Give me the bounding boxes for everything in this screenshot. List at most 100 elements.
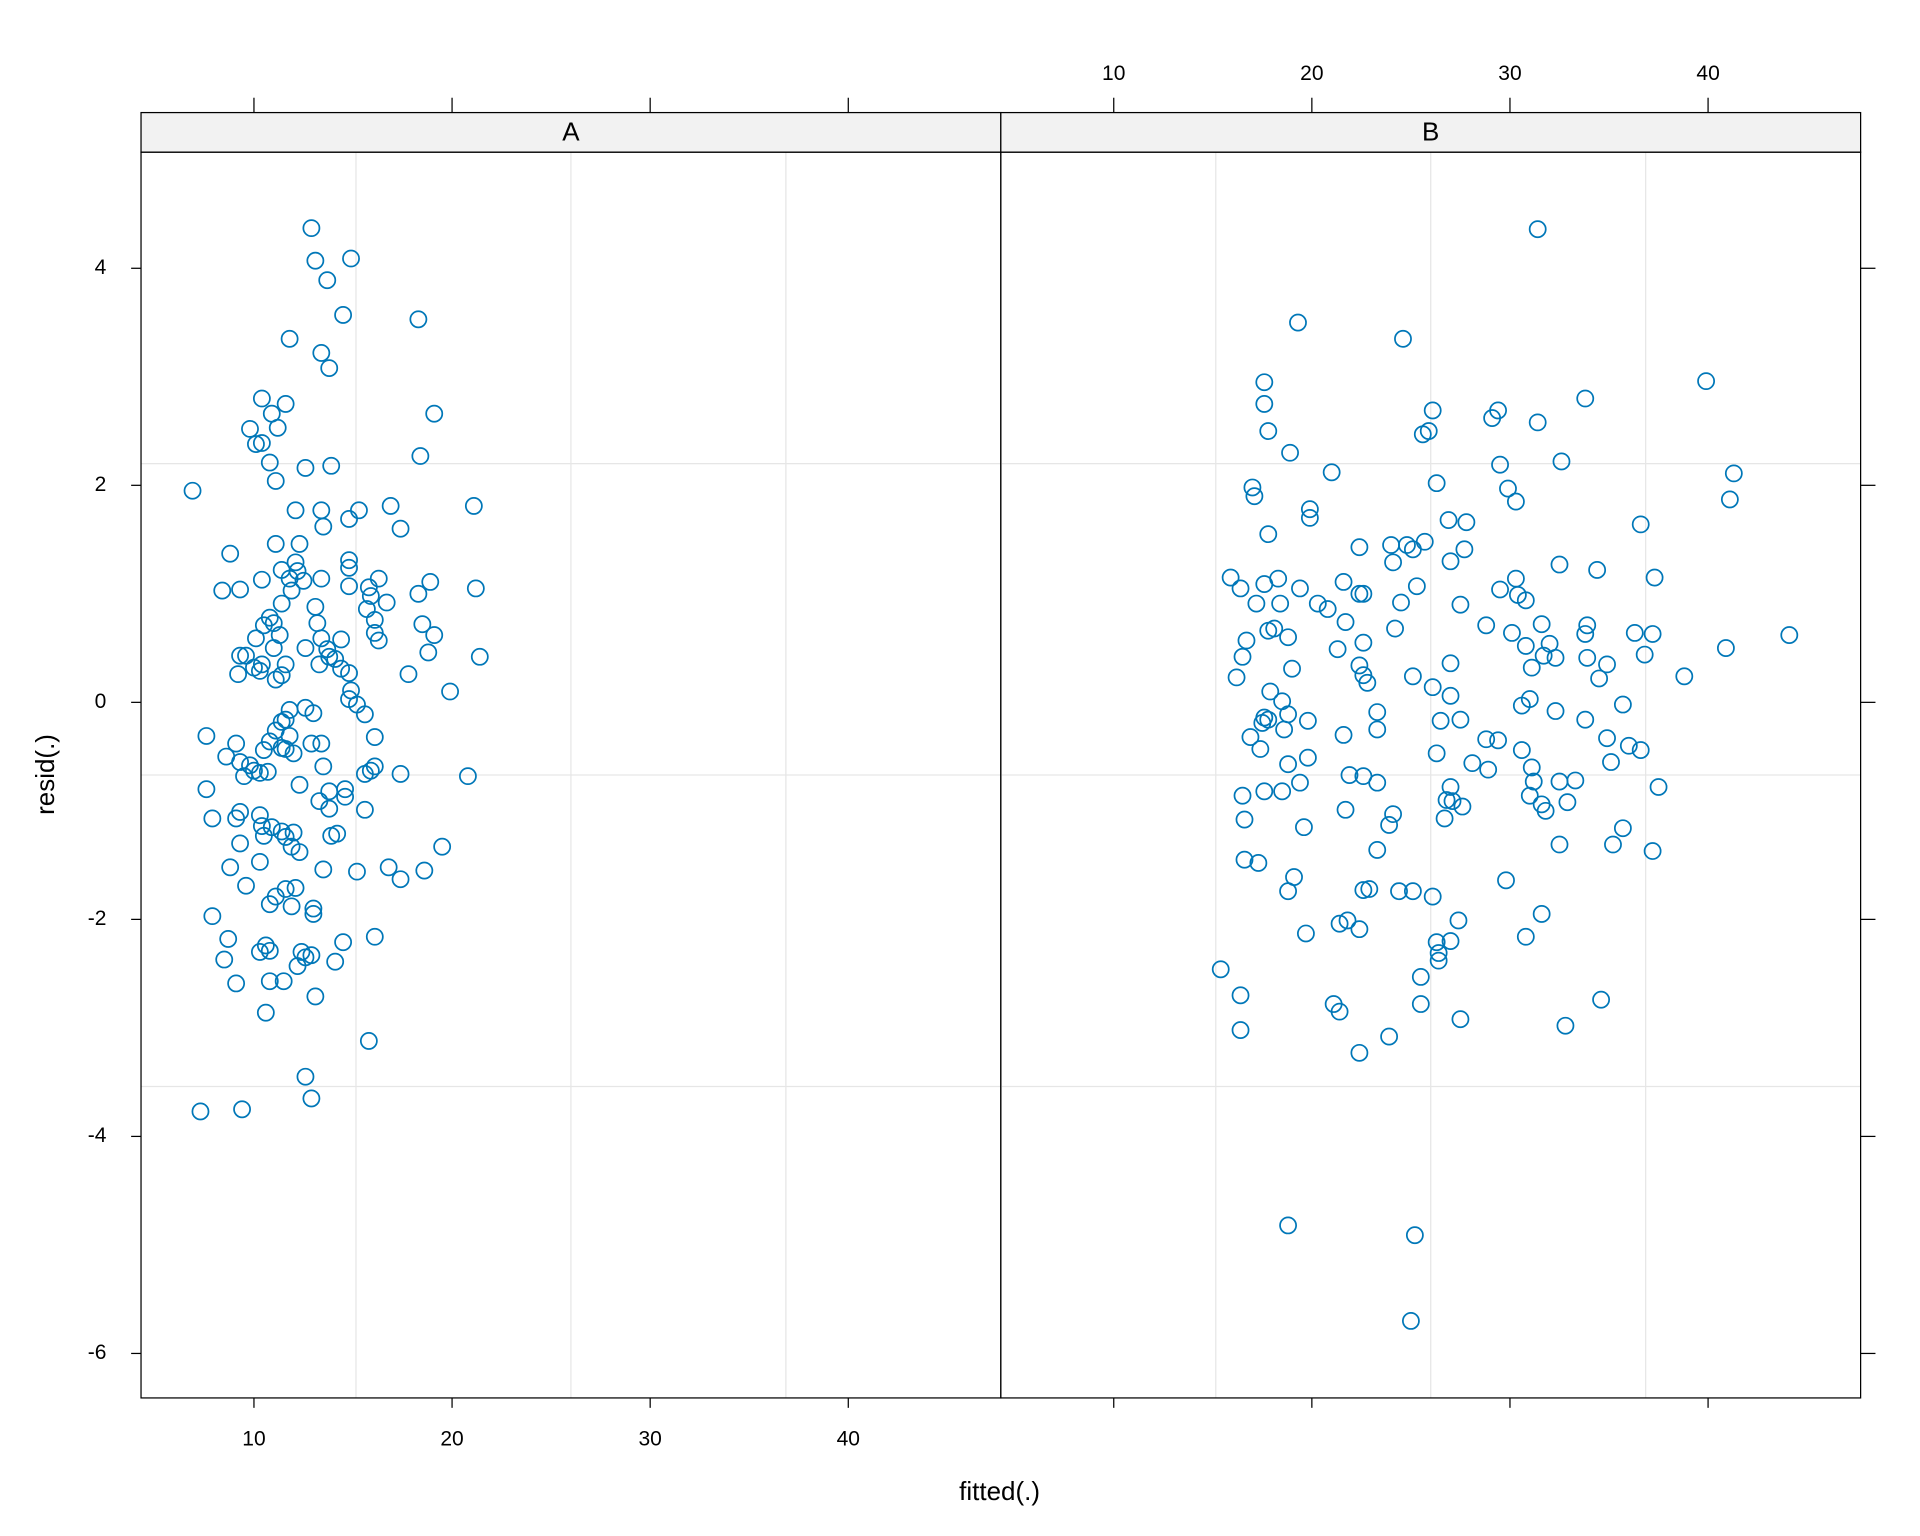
point [290,775,309,794]
point [290,843,309,862]
point [1439,511,1458,529]
point [1283,659,1301,678]
point [1279,1216,1297,1235]
point [306,597,325,616]
point [288,957,307,975]
point [1291,773,1309,792]
point [1380,816,1399,834]
point [233,1100,251,1119]
point [415,861,434,880]
point [1512,696,1531,715]
point [1546,702,1565,720]
x-tick-label: 20 [440,1428,463,1451]
point [334,933,353,952]
point [1536,801,1555,820]
point [231,834,249,853]
y-tick-label: 0 [95,690,107,713]
point [326,650,345,668]
point [1318,600,1337,618]
y-tick-label: 2 [95,473,107,496]
point [1231,579,1250,598]
point [312,629,331,648]
point [1463,754,1482,773]
point [342,249,360,268]
point [1631,515,1650,534]
point [197,780,216,799]
point [1550,835,1569,854]
point [1429,951,1448,970]
point [254,741,273,759]
y-tick-label: -2 [88,907,107,930]
point [441,682,459,701]
point [314,757,333,776]
point [1211,960,1230,979]
point [314,517,333,536]
point [250,852,269,871]
point [1528,413,1547,432]
point [268,418,287,437]
point [1336,613,1355,631]
point [314,860,333,879]
point [1354,881,1373,899]
point [1279,705,1297,724]
point [1237,631,1256,650]
point [1298,711,1317,730]
point [322,456,341,475]
point [1437,791,1456,809]
point [1516,927,1535,946]
point [1602,753,1620,771]
point [272,822,291,841]
point [310,655,329,674]
point [1308,594,1327,613]
point [1300,500,1319,519]
point [1427,933,1446,952]
point [280,569,299,588]
point [1295,818,1313,837]
point [409,584,428,603]
point [1281,443,1299,462]
point [355,705,374,724]
y-tick-label: -6 [88,1341,107,1364]
point [304,905,323,923]
point [286,501,305,520]
point [1441,778,1460,796]
point [290,535,309,553]
point [266,472,285,490]
point [1233,786,1252,805]
point [1443,792,1462,811]
point [320,799,339,818]
point [365,728,384,746]
point [266,535,285,553]
point [302,734,321,753]
point [274,972,293,991]
point [280,701,299,719]
point [312,501,331,520]
point [413,615,432,634]
point [304,704,323,723]
x-tick-label: 40 [1696,62,1719,85]
point [1259,621,1278,640]
point [1231,1021,1250,1039]
point [1491,455,1509,474]
point [369,569,388,588]
point [1368,841,1387,859]
point [1334,572,1353,591]
point [419,643,438,662]
point [191,1102,210,1121]
point [1249,854,1268,872]
point [260,941,279,960]
point [1441,552,1460,571]
point [221,544,240,563]
point [1520,786,1539,805]
point [1489,731,1507,750]
point [1528,220,1547,239]
point [1649,778,1668,796]
point [280,329,299,348]
point [1546,648,1565,667]
point [320,782,339,801]
y-axis-label: resid(.) [30,734,60,815]
point [369,631,388,650]
x-tick-label: 40 [837,1428,860,1451]
point [1253,714,1272,732]
point [1279,755,1297,774]
